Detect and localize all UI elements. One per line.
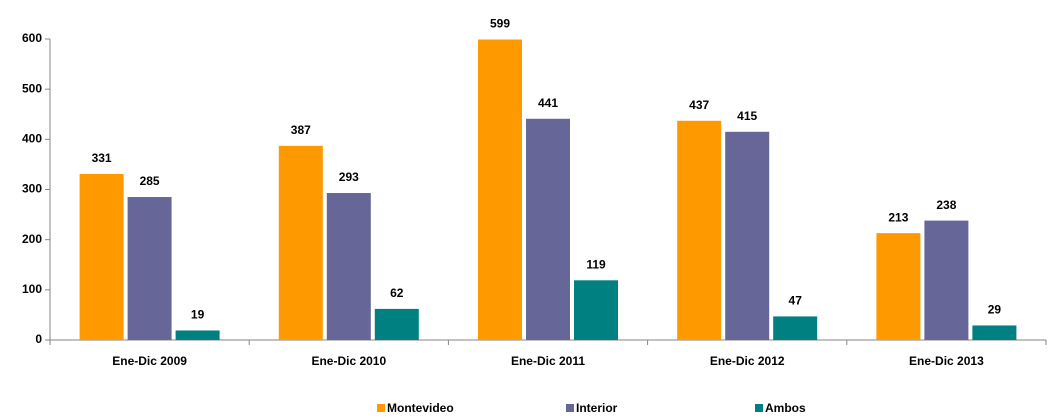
data-label: 441 xyxy=(538,96,558,110)
bar xyxy=(374,308,419,340)
legend-swatch xyxy=(755,404,763,412)
y-tick-label: 300 xyxy=(22,182,42,196)
bar xyxy=(924,220,969,340)
y-tick-label: 400 xyxy=(22,132,42,146)
bar xyxy=(526,118,570,340)
data-label: 47 xyxy=(789,294,803,308)
x-tick-label: Ene-Dic 2013 xyxy=(909,354,984,368)
x-tick-label: Ene-Dic 2010 xyxy=(311,354,386,368)
bar xyxy=(478,39,522,340)
x-tick-label: Ene-Dic 2009 xyxy=(112,354,187,368)
bar xyxy=(773,316,818,340)
y-tick-label: 0 xyxy=(35,332,42,346)
y-tick-label: 600 xyxy=(22,31,42,45)
legend-label: Interior xyxy=(576,401,618,415)
data-label: 331 xyxy=(92,151,112,165)
y-tick-label: 500 xyxy=(22,81,42,95)
y-tick-label: 200 xyxy=(22,232,42,246)
data-label: 599 xyxy=(490,17,510,31)
bar xyxy=(278,145,323,340)
data-label: 19 xyxy=(191,308,205,322)
y-tick-label: 100 xyxy=(22,282,42,296)
bar xyxy=(876,233,921,340)
bar xyxy=(127,197,172,340)
bar xyxy=(326,193,371,340)
bar xyxy=(574,280,618,340)
data-label: 119 xyxy=(586,257,606,271)
data-label: 238 xyxy=(936,198,956,212)
data-label: 293 xyxy=(339,170,359,184)
data-label: 29 xyxy=(988,303,1002,317)
legend-swatch xyxy=(377,404,385,412)
data-label: 415 xyxy=(737,109,757,123)
legend-label: Montevideo xyxy=(387,401,454,415)
legend-label: Ambos xyxy=(765,401,806,415)
x-tick-label: Ene-Dic 2011 xyxy=(511,354,585,368)
data-label: 285 xyxy=(140,174,160,188)
data-label: 213 xyxy=(888,210,908,224)
bar xyxy=(972,325,1017,340)
bar xyxy=(79,173,124,340)
data-label: 387 xyxy=(291,123,311,137)
data-label: 437 xyxy=(689,98,709,112)
bar xyxy=(725,131,770,340)
bar xyxy=(175,330,220,340)
legend-swatch xyxy=(566,404,574,412)
bar xyxy=(677,120,722,340)
data-label: 62 xyxy=(390,286,404,300)
x-tick-label: Ene-Dic 2012 xyxy=(710,354,785,368)
